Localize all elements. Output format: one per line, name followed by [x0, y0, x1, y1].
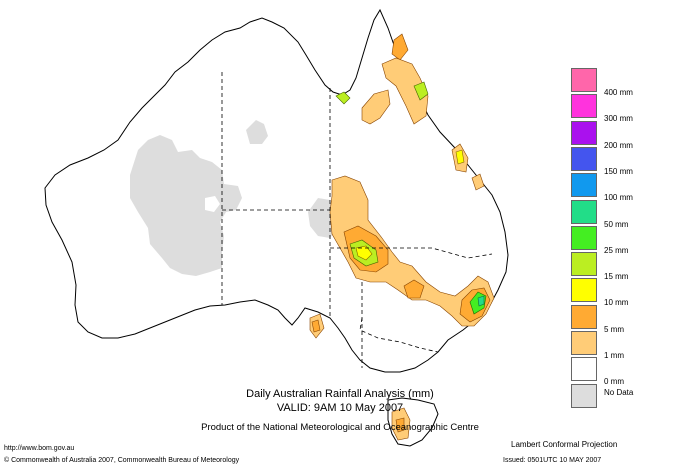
rain-5mm-band	[403, 279, 425, 299]
legend-label: 1 mm	[604, 351, 624, 360]
rain-15mm-gulf	[335, 91, 351, 105]
rain-5mm-qld-north	[391, 33, 409, 61]
no-data-region-hole	[205, 196, 220, 212]
rain-1mm-qld-se	[471, 173, 485, 191]
rain-1mm-qld-west	[361, 89, 391, 125]
legend-label: 400 mm	[604, 88, 633, 97]
legend-label: 200 mm	[604, 140, 633, 150]
copyright-notice: © Commonwealth of Australia 2007, Common…	[4, 457, 240, 464]
legend-swatch	[571, 199, 597, 224]
legend-swatch	[571, 68, 597, 92]
rain-15mm-qld-north	[413, 81, 429, 101]
map-valid-date: VALID: 9AM 10 May 2007	[276, 402, 404, 414]
legend-swatch	[571, 252, 597, 277]
legend-swatch	[571, 94, 597, 119]
legend-label: 50 mm	[604, 219, 629, 229]
legend-label: 5 mm	[604, 324, 624, 334]
legend-label: 0 mm	[604, 377, 624, 387]
legend-swatch	[571, 331, 597, 355]
source-url[interactable]: http://www.bom.gov.au	[4, 445, 75, 452]
legend-label: 300 mm	[604, 114, 633, 124]
rain-1mm-qld-north	[381, 57, 429, 125]
rain-10mm-qld-coast	[455, 149, 465, 165]
rain-10mm-central	[355, 245, 373, 261]
border-qld-nsw	[330, 247, 493, 259]
legend-swatch	[571, 146, 597, 171]
legend-swatch	[571, 120, 597, 145]
legend-swatch	[571, 173, 597, 198]
legend-label: 100 mm	[604, 193, 633, 203]
legend-swatch	[571, 383, 597, 408]
rain-5mm-tasmania	[395, 417, 405, 433]
legend-swatch	[571, 225, 597, 250]
legend-label: 25 mm	[604, 245, 629, 255]
legend-label: 150 mm	[604, 166, 633, 176]
no-data-region-north	[246, 120, 268, 144]
projection-label: Lambert Conformal Projection	[511, 440, 618, 449]
legend-swatch	[571, 357, 597, 382]
map-producer: Product of the National Meteorological a…	[201, 422, 479, 433]
no-data-region-west	[130, 135, 242, 276]
border-nsw-vic	[359, 317, 439, 353]
legend-label: 10 mm	[604, 298, 629, 308]
legend-swatch	[571, 278, 597, 303]
mainland-coastline	[44, 8, 509, 373]
rain-5mm-sa	[311, 319, 321, 333]
issued-time: Issued: 0501UTC 10 MAY 2007	[503, 457, 602, 464]
legend-label: No Data	[604, 387, 634, 397]
state-borders	[221, 72, 493, 368]
legend-swatch	[571, 304, 597, 329]
legend-label: 15 mm	[604, 272, 629, 282]
rain-50mm-nsw-coast	[477, 295, 485, 307]
map-title: Daily Australian Rainfall Analysis (mm)	[246, 388, 434, 400]
